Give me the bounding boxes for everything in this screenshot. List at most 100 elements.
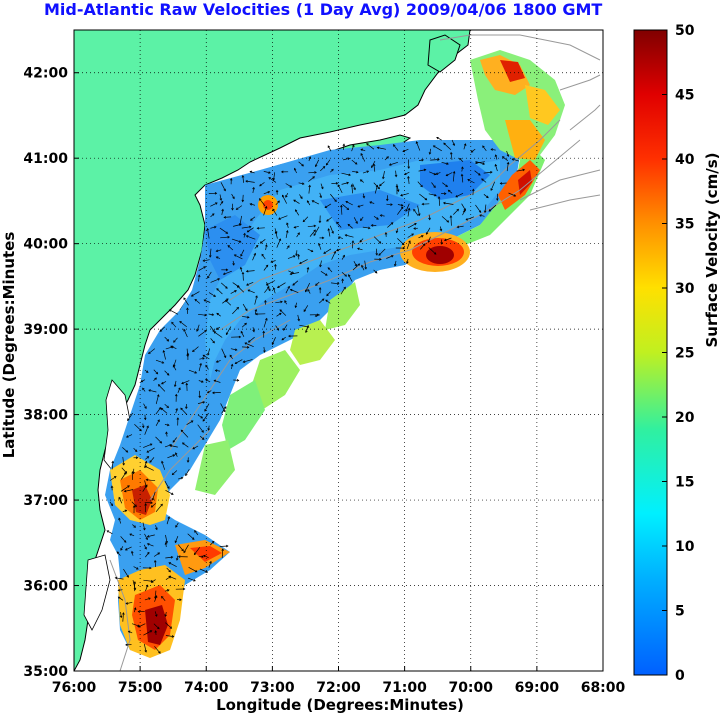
velocity-arrow [208, 292, 216, 297]
velocity-arrow-head [194, 530, 197, 533]
velocity-arrow-head [144, 406, 147, 409]
x-tick-label: 68:00 [581, 680, 626, 696]
velocity-arrow [465, 216, 475, 221]
velocity-arrow [125, 546, 132, 551]
velocity-arrow-head [205, 379, 208, 382]
velocity-arrow-head [393, 263, 397, 267]
velocity-arrow-head [166, 405, 170, 409]
velocity-arrow [177, 544, 184, 552]
velocity-arrow [146, 479, 156, 482]
velocity-arrow [307, 225, 316, 228]
velocity-arrow [185, 469, 190, 476]
velocity-arrow-head [171, 492, 174, 495]
velocity-arrow [443, 202, 454, 205]
velocity-arrow-head [134, 504, 137, 507]
velocity-arrow-head [439, 228, 443, 232]
velocity-arrow-head [181, 442, 185, 445]
velocity-arrow [341, 172, 351, 176]
velocity-arrow-head [194, 569, 198, 573]
velocity-arrow [230, 348, 237, 351]
velocity-arrow-head [183, 550, 186, 554]
velocity-arrow [308, 156, 311, 162]
velocity-arrow-head [295, 253, 298, 257]
velocity-arrow-head [440, 242, 444, 245]
velocity-arrow-head [117, 596, 121, 600]
velocity-arrow-head [315, 283, 318, 286]
velocity-arrow-head [168, 562, 172, 565]
velocity-arrow [175, 452, 178, 457]
velocity-arrow-head [143, 527, 146, 531]
velocity-arrow-head [324, 205, 328, 208]
velocity-arrow [219, 545, 228, 547]
velocity-arrow [164, 480, 170, 489]
velocity-arrow-head [171, 635, 175, 638]
velocity-arrow [154, 611, 158, 617]
velocity-arrow-head [207, 428, 211, 431]
velocity-arrow-head [376, 217, 379, 220]
velocity-arrow-head [325, 273, 328, 276]
velocity-arrow-head [123, 489, 127, 493]
velocity-arrow-head [304, 289, 308, 293]
velocity-arrow-head [244, 342, 248, 345]
velocity-arrow-head [220, 200, 224, 204]
velocity-arrow [397, 204, 403, 206]
velocity-arrow [232, 260, 235, 266]
velocity-arrow [450, 152, 453, 160]
velocity-arrow-head [511, 158, 515, 161]
velocity-arrow [221, 348, 227, 358]
velocity-arrow [393, 144, 399, 151]
velocity-arrow [210, 202, 218, 207]
velocity-arrow-head [314, 171, 317, 174]
velocity-arrow [172, 365, 177, 371]
velocity-arrow [241, 226, 252, 229]
velocity-arrow-head [467, 179, 470, 182]
velocity-arrow [155, 407, 162, 415]
velocity-arrow [402, 148, 409, 152]
velocity-arrow-head [456, 225, 460, 229]
velocity-arrow [348, 274, 353, 282]
velocity-arrow-head [366, 143, 369, 146]
velocity-arrow [246, 270, 255, 272]
velocity-arrow [292, 280, 299, 286]
velocity-arrow-head [261, 253, 264, 257]
velocity-arrow [284, 300, 287, 305]
velocity-arrow [242, 194, 244, 202]
velocity-arrow-head [379, 183, 382, 187]
velocity-arrow [341, 255, 345, 260]
velocity-arrow-head [150, 505, 154, 508]
velocity-arrow-head [265, 283, 269, 286]
velocity-arrow-head [202, 259, 206, 262]
velocity-arrow-head [313, 224, 317, 228]
velocity-arrow-head [364, 267, 368, 270]
velocity-arrow [377, 147, 387, 150]
velocity-arrow [122, 447, 128, 453]
y-tick-label: 39:00 [23, 322, 68, 338]
velocity-arrow-head [229, 354, 233, 358]
velocity-arrow [364, 260, 367, 270]
velocity-arrow [175, 522, 179, 528]
velocity-arrow [224, 216, 232, 218]
velocity-arrow [506, 150, 509, 157]
velocity-arrow-head [171, 321, 174, 325]
velocity-arrow [374, 185, 378, 194]
velocity-arrow [245, 180, 255, 183]
velocity-arrow [222, 298, 229, 304]
velocity-arrow-head [241, 199, 245, 203]
velocity-arrow [500, 182, 507, 184]
velocity-arrow [212, 392, 221, 394]
velocity-arrow-head [266, 286, 270, 289]
velocity-arrow-head [490, 188, 493, 191]
velocity-arrow [145, 456, 149, 460]
velocity-arrow-head [424, 197, 428, 201]
velocity-arrow [371, 160, 376, 168]
velocity-arrow [444, 237, 452, 241]
velocity-arrow [323, 248, 332, 254]
velocity-arrow-head [357, 204, 361, 208]
velocity-arrow [187, 533, 195, 540]
velocity-arrow-head [154, 595, 158, 598]
velocity-arrow-head [175, 558, 179, 561]
velocity-arrow-head [212, 340, 215, 344]
velocity-arrow [417, 181, 423, 188]
velocity-arrow-head [157, 552, 161, 555]
velocity-arrow [198, 390, 201, 398]
